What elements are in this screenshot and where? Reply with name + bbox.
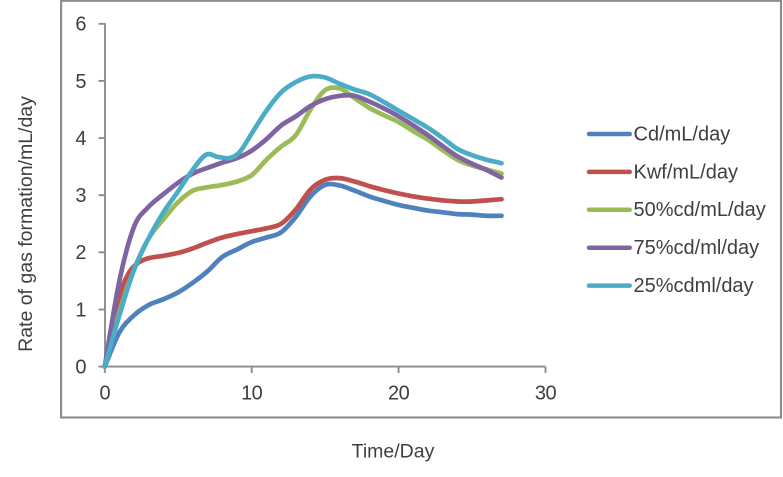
svg-text:3: 3 xyxy=(75,185,86,207)
svg-text:Rate of gas formation/mL/day: Rate of gas formation/mL/day xyxy=(15,96,37,352)
svg-text:20: 20 xyxy=(388,383,410,405)
svg-text:0: 0 xyxy=(75,357,86,379)
svg-text:Cd/mL/day: Cd/mL/day xyxy=(634,123,731,145)
svg-text:50%cd/mL/day: 50%cd/mL/day xyxy=(634,199,766,221)
svg-text:2: 2 xyxy=(75,242,86,264)
svg-text:75%cd/ml/day: 75%cd/ml/day xyxy=(634,237,760,259)
svg-text:Time/Day: Time/Day xyxy=(352,441,435,463)
svg-text:5: 5 xyxy=(75,71,86,93)
svg-text:Kwf/mL/day: Kwf/mL/day xyxy=(634,161,738,183)
svg-text:1: 1 xyxy=(75,299,86,321)
svg-text:10: 10 xyxy=(241,383,263,405)
svg-text:6: 6 xyxy=(75,14,86,36)
svg-text:4: 4 xyxy=(75,128,86,150)
svg-text:30: 30 xyxy=(535,383,557,405)
svg-text:0: 0 xyxy=(99,383,110,405)
svg-text:25%cdml/day: 25%cdml/day xyxy=(634,275,754,297)
